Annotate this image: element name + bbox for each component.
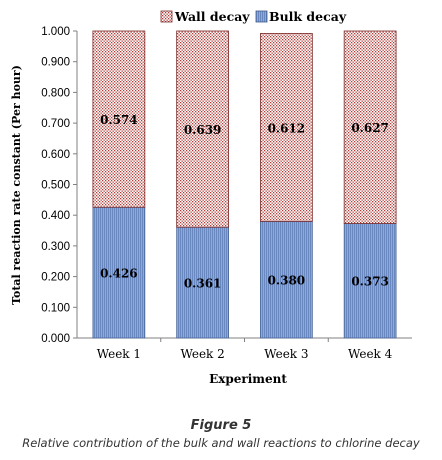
bar-wall-decay [343,30,397,224]
legend: Wall decay Bulk decay [160,9,347,24]
y-axis-title: Total reaction rate constant (Per hour) [10,65,23,305]
bar-wall-decay [92,30,146,208]
y-tick-label: 0.900 [41,57,70,69]
plot-area: 0.000 0.100 0.200 0.300 0.400 0.500 0.600 0.700… [41,26,412,361]
y-tick-label: 1.000 [41,26,70,38]
x-tick-label: Week 1 [97,347,141,361]
stacked-bar-chart: Wall decay Bulk decay Total reaction rat… [10,9,412,386]
legend-label-wall-decay: Wall decay [174,9,250,24]
bar-bulk-decay [260,220,313,339]
y-tick-label: 0.300 [41,241,70,253]
bar-bulk-decay [176,226,229,339]
y-tick-label: 0.200 [41,272,70,284]
x-axis-title: Experiment [209,372,287,386]
y-tick-label: 0.600 [41,149,70,161]
data-label-wall-decay: 0.574 [100,113,138,127]
bar-wall-decay [176,30,229,228]
data-label-bulk-decay: 0.373 [351,275,389,289]
y-tick-label: 0.500 [41,180,70,192]
data-label-bulk-decay: 0.380 [268,274,306,288]
bar-bulk-decay [92,206,146,339]
figure-caption: Relative contribution of the bulk and wa… [22,436,420,450]
x-tick-label: Week 2 [180,347,224,361]
y-tick-label: 0.400 [41,210,70,222]
data-label-wall-decay: 0.627 [351,121,389,135]
data-label-bulk-decay: 0.426 [100,267,138,281]
bar-bulk-decay [343,223,397,339]
y-tick-label: 0.100 [41,302,70,314]
data-label-wall-decay: 0.639 [184,123,222,137]
data-label-wall-decay: 0.612 [268,121,306,135]
legend-swatch-bulk-decay [255,10,268,23]
y-tick-label: 0.700 [41,118,70,130]
y-tick-label: 0.000 [41,333,70,345]
bar-wall-decay [260,33,313,222]
figure-title: Figure 5 [190,418,252,433]
x-tick-label: Week 3 [264,347,308,361]
data-label-bulk-decay: 0.361 [184,277,222,291]
legend-label-bulk-decay: Bulk decay [269,9,347,24]
legend-swatch-wall-decay [160,10,173,23]
x-tick-label: Week 4 [348,347,393,361]
y-tick-label: 0.800 [41,87,70,99]
